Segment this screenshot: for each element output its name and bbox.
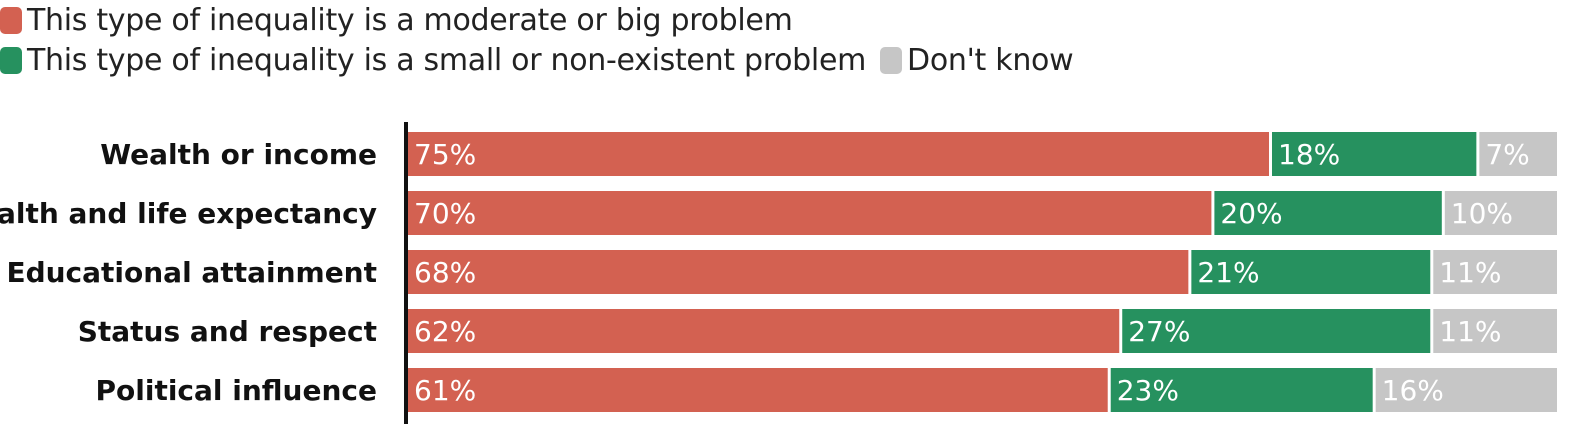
data-label-status-and-respect-series-0: 62% [414,315,476,348]
bar-health-and-life-expectancy-series-1 [1214,191,1442,235]
bars-group: 75% 18% 7% 70% 20% 10% 68% 21% 11% 62% 27% 11% 61% 23… [408,132,1557,412]
bar-educational-attainment-series-2 [1433,250,1557,294]
legend-row-1: This type of inequality is a moderate or… [0,0,807,40]
bar-health-and-life-expectancy-series-2 [1444,191,1557,235]
data-label-political-influence-series-0: 61% [414,374,476,407]
category-labels-group: Wealth or income Health and life expectan… [0,138,377,407]
data-label-health-and-life-expectancy-series-2: 10% [1451,197,1513,230]
bar-status-and-respect-series-0 [408,309,1120,353]
bar-wealth-or-income-series-0 [408,132,1269,176]
category-label-status-and-respect: Status and respect [78,315,377,348]
bar-status-and-respect-series-1 [1122,309,1431,353]
bar-wealth-or-income-series-1 [1272,132,1477,176]
bar-political-influence-series-2 [1375,368,1557,412]
bar-wealth-or-income-series-2 [1479,132,1557,176]
data-label-educational-attainment-series-1: 21% [1197,256,1259,289]
data-label-political-influence-series-2: 16% [1382,374,1444,407]
data-label-status-and-respect-series-2: 11% [1439,315,1501,348]
category-label-educational-attainment: Educational attainment [6,256,377,289]
category-label-health-and-life-expectancy: Health and life expectancy [0,197,377,230]
bar-status-and-respect-series-2 [1433,309,1557,353]
legend-swatch-dont-know [880,46,903,74]
legend-swatch-small-none [0,46,22,74]
bar-health-and-life-expectancy-series-0 [408,191,1212,235]
bar-political-influence-series-1 [1110,368,1373,412]
data-label-political-influence-series-1: 23% [1117,374,1179,407]
data-label-status-and-respect-series-1: 27% [1128,315,1190,348]
legend-swatch-moderate-big [0,6,22,34]
legend-row-2: This type of inequality is a small or no… [0,40,1087,80]
legend-label-dont-know: Don't know [907,42,1074,78]
legend-item-moderate-big: This type of inequality is a moderate or… [0,3,793,38]
data-label-educational-attainment-series-2: 11% [1439,256,1501,289]
data-label-wealth-or-income-series-0: 75% [414,138,476,171]
legend-item-dont-know: Don't know [880,42,1074,78]
category-label-political-influence: Political influence [95,374,377,407]
data-label-health-and-life-expectancy-series-1: 20% [1220,197,1282,230]
bar-political-influence-series-0 [408,368,1108,412]
data-label-wealth-or-income-series-1: 18% [1278,138,1340,171]
legend-item-small-none: This type of inequality is a small or no… [0,43,866,78]
data-label-health-and-life-expectancy-series-0: 70% [414,197,476,230]
legend-label-small-none: This type of inequality is a small or no… [27,42,867,78]
data-label-educational-attainment-series-0: 68% [414,256,476,289]
bar-educational-attainment-series-0 [408,250,1189,294]
legend-label-moderate-big: This type of inequality is a moderate or… [27,2,793,38]
bar-educational-attainment-series-1 [1191,250,1431,294]
data-label-wealth-or-income-series-2: 7% [1485,138,1529,171]
category-label-wealth-or-income: Wealth or income [100,138,377,171]
